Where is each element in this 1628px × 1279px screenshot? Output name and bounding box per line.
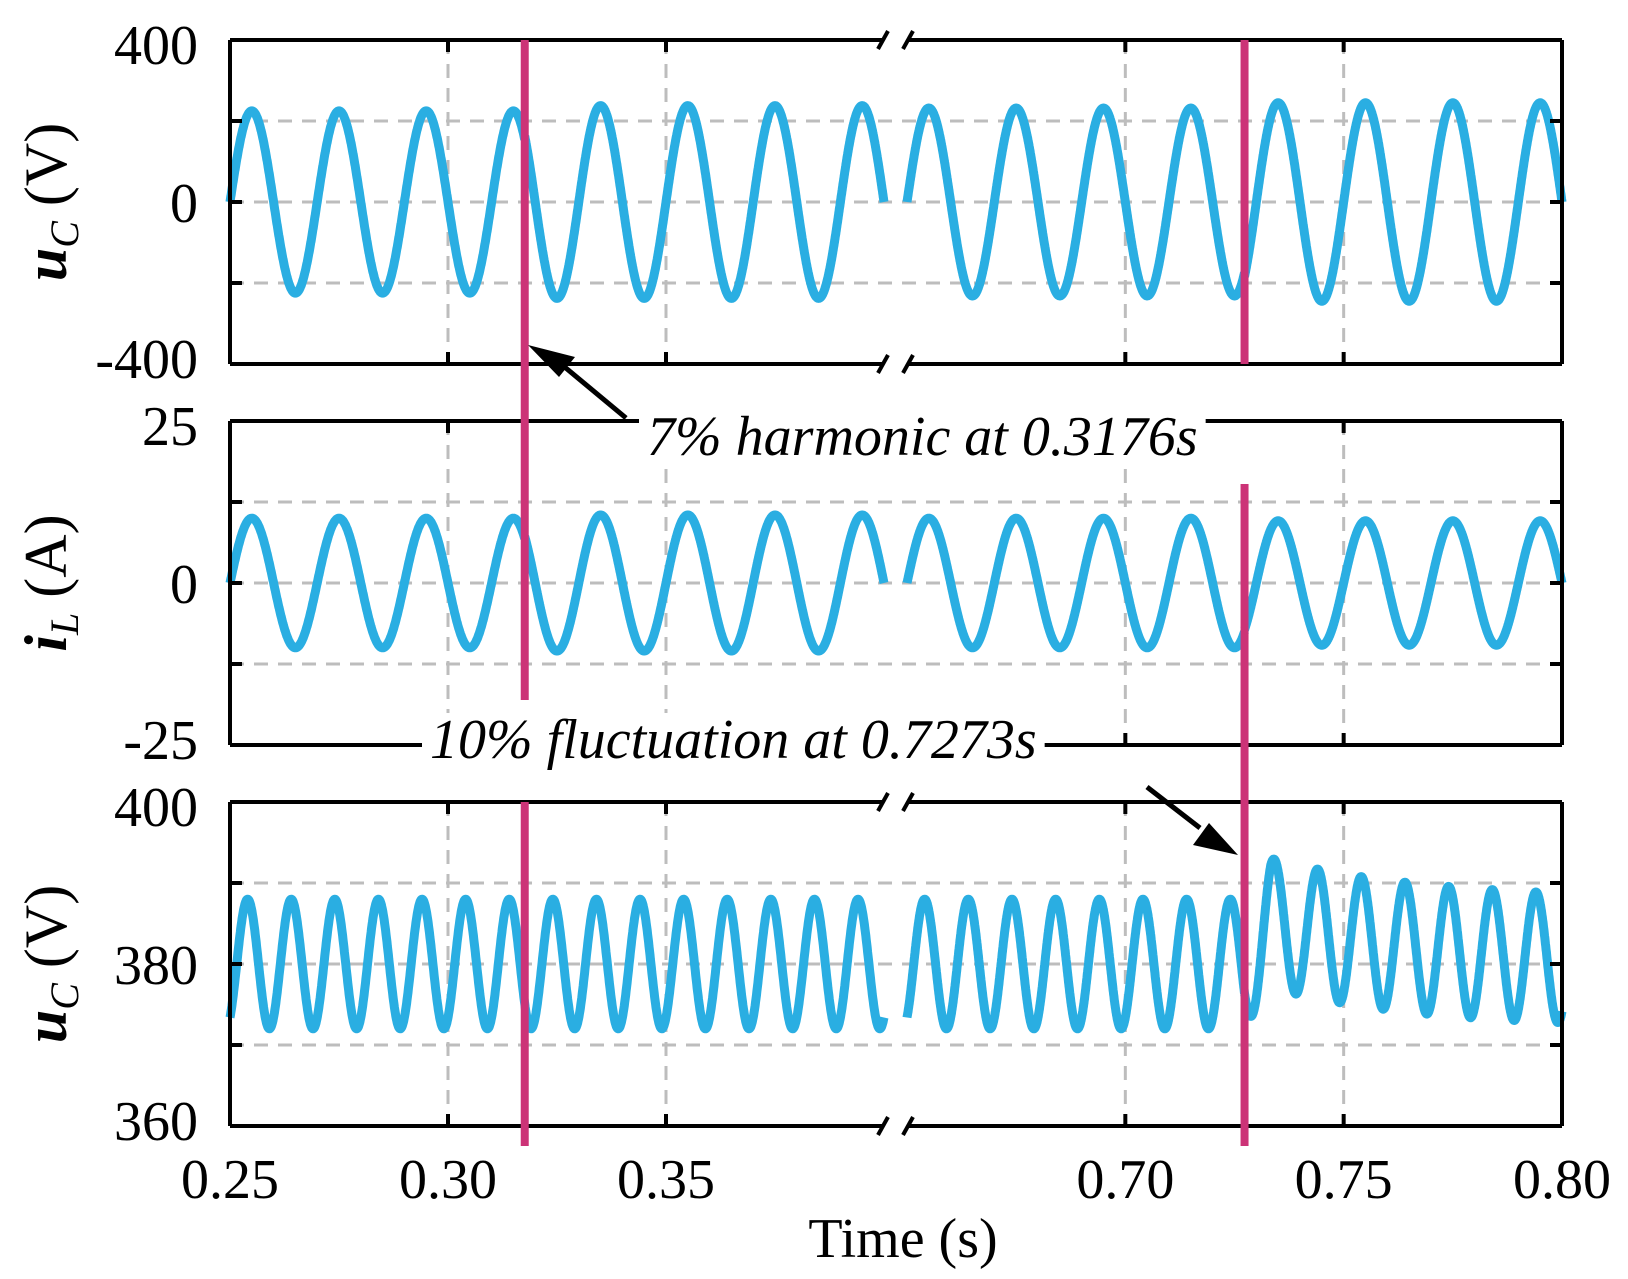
y-tick-label: -25 bbox=[123, 710, 198, 772]
axis-break-mark bbox=[901, 792, 915, 812]
y-axis-title: uC (V) bbox=[13, 885, 87, 1043]
axis-break-mark bbox=[901, 30, 915, 50]
signal-trace bbox=[1240, 516, 1567, 650]
y-tick-label: 360 bbox=[114, 1091, 198, 1153]
axis-frame bbox=[228, 792, 1564, 1136]
axis-break-mark bbox=[876, 354, 890, 374]
x-tick-label: 0.80 bbox=[1513, 1149, 1611, 1211]
axis-break-mark bbox=[876, 792, 890, 812]
x-tick-label: 0.35 bbox=[617, 1149, 715, 1211]
signal-trace bbox=[1240, 98, 1567, 306]
signal-trace bbox=[225, 513, 530, 653]
y-tick-label: 380 bbox=[114, 935, 198, 997]
annotation-fluctuation: 10% fluctuation at 0.7273s bbox=[430, 709, 1037, 771]
y-tick-label: 0 bbox=[170, 173, 198, 235]
y-tick-label: 0 bbox=[170, 554, 198, 616]
x-tick-label: 0.75 bbox=[1295, 1149, 1393, 1211]
signal-trace bbox=[225, 106, 530, 298]
signal-trace bbox=[225, 894, 889, 1034]
axis-break-mark bbox=[876, 1116, 890, 1136]
x-tick-label: 0.70 bbox=[1076, 1149, 1174, 1211]
y-tick-label: -400 bbox=[95, 329, 198, 391]
axis-break-mark bbox=[876, 30, 890, 50]
signal-trace bbox=[902, 103, 1249, 301]
signal-trace bbox=[520, 101, 889, 303]
annotation-backing bbox=[422, 713, 1045, 769]
panel-top: -400 0 400 uC (V) bbox=[13, 15, 1567, 391]
signal-trace bbox=[902, 513, 1249, 653]
x-axis-title: Time (s) bbox=[808, 1208, 997, 1270]
x-tick-label: 0.25 bbox=[181, 1149, 279, 1211]
y-axis-title: uC (V) bbox=[13, 123, 87, 281]
annotation-harmonic: 7% harmonic at 0.3176s bbox=[647, 406, 1198, 468]
signal-trace bbox=[1240, 854, 1567, 1027]
panel-middle: -25 0 25 iL (A) bbox=[13, 396, 1567, 772]
y-tick-label: 25 bbox=[142, 396, 198, 458]
y-axis-title: iL (A) bbox=[13, 514, 87, 651]
y-tick-label: 400 bbox=[114, 777, 198, 839]
axis-break-mark bbox=[901, 1116, 915, 1136]
annotation-backing bbox=[639, 410, 1206, 466]
y-tick-label: 400 bbox=[114, 15, 198, 77]
signal-trace bbox=[520, 510, 889, 656]
axis-break-mark bbox=[901, 354, 915, 374]
annotation-fluctuation-arrow bbox=[1145, 785, 1238, 855]
panel-bottom: 360 380 400 0.25 0.30 0.35 0.70 0.75 0.80 uC (V) bbox=[13, 777, 1611, 1211]
signal-trace bbox=[902, 894, 1249, 1034]
event-lines bbox=[520, 40, 1249, 1146]
annotation-harmonic-arrow bbox=[528, 345, 628, 420]
x-tick-label: 0.30 bbox=[399, 1149, 497, 1211]
